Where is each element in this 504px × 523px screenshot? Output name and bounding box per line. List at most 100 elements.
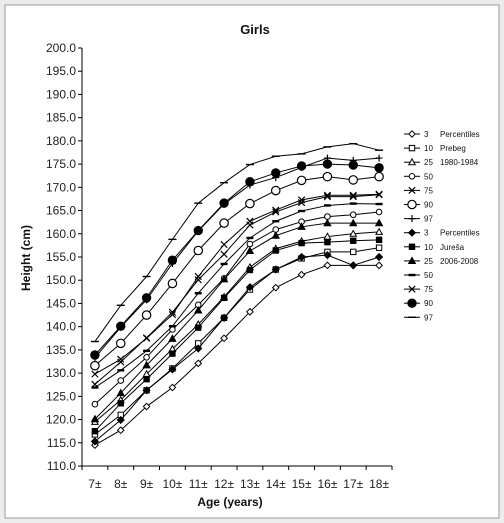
data-point [219, 274, 229, 283]
legend-marker [407, 199, 417, 210]
data-point [246, 240, 254, 248]
data-point [246, 217, 254, 225]
data-point [348, 175, 359, 185]
data-point [246, 266, 254, 274]
data-point [245, 198, 255, 209]
x-tick-label: 11± [189, 477, 208, 491]
legend-marker [407, 256, 417, 264]
series-5 [90, 171, 384, 371]
data-point [219, 198, 229, 208]
series-line [94, 247, 380, 435]
y-tick-label: 155.0 [46, 250, 76, 264]
legend-group-label: 2006-2008 [440, 257, 479, 266]
chart-title: Girls [240, 22, 270, 37]
data-point [91, 400, 99, 408]
data-point [168, 365, 177, 374]
data-point [245, 246, 255, 255]
y-tick-label: 110.0 [47, 459, 76, 473]
series-13 [90, 142, 384, 343]
series-9 [90, 218, 384, 423]
data-point [245, 177, 255, 187]
data-point [349, 191, 357, 199]
legend-item: 97 [404, 215, 433, 224]
data-point [117, 400, 124, 407]
data-point [142, 386, 151, 395]
legend-group-label: Percentiles [440, 130, 480, 139]
legend-item: 75 [404, 285, 433, 294]
legend-marker [408, 144, 416, 152]
data-point [323, 192, 332, 201]
data-point [219, 313, 229, 322]
data-point [322, 159, 333, 169]
legend-group-label: Percentiles [440, 229, 480, 238]
data-point [169, 350, 176, 357]
data-point [272, 247, 279, 254]
data-point [220, 250, 228, 258]
x-tick-label: 15± [292, 477, 312, 491]
series-line [94, 193, 380, 375]
data-point [271, 168, 281, 178]
data-point [141, 293, 152, 303]
legend-marker [407, 157, 417, 166]
data-point [348, 218, 358, 227]
y-tick-label: 180.0 [46, 134, 76, 148]
series-line [94, 264, 380, 446]
legend-label: 50 [424, 271, 433, 280]
legend-item: 25 1980-1984 [404, 157, 479, 167]
y-tick-label: 150.0 [46, 273, 76, 287]
data-point [375, 236, 383, 244]
data-point [116, 388, 126, 397]
legend-item: 3 Percentiles [404, 130, 480, 139]
series-line [94, 222, 380, 420]
data-point [117, 355, 125, 363]
data-point [91, 370, 99, 378]
legend-label: 25 [424, 257, 433, 266]
series-line [94, 231, 380, 423]
legend-label: 90 [424, 201, 433, 210]
data-point [90, 414, 100, 423]
data-point [324, 213, 331, 220]
y-tick-label: 135.0 [46, 343, 76, 357]
y-tick-label: 145.0 [46, 296, 76, 310]
data-point [246, 307, 254, 316]
y-axis-label: Height (cm) [19, 225, 33, 291]
x-tick-label: 18± [369, 477, 389, 491]
data-point [375, 227, 384, 235]
data-point [349, 192, 357, 201]
legend-item: 25 2006-2008 [404, 256, 479, 266]
series-0 [91, 261, 383, 450]
series-line [94, 143, 380, 342]
data-point [194, 276, 202, 284]
y-axis: 110.0 115.0 120.0 125.0 130.0 135.0 140.0 145.0… [46, 41, 83, 473]
y-tick-label: 175.0 [46, 157, 76, 171]
data-point [220, 334, 228, 343]
data-point [194, 359, 203, 368]
series-line [94, 203, 380, 388]
data-point [168, 310, 177, 319]
data-point [143, 375, 150, 383]
legend-marker [407, 228, 417, 237]
y-tick-label: 125.0 [46, 389, 76, 403]
legend-item: 97 [404, 313, 433, 322]
data-point [375, 208, 383, 216]
legend-label: 50 [424, 172, 433, 181]
legend-group-label: 1980-1984 [440, 158, 479, 167]
data-point [375, 190, 383, 198]
data-point [296, 161, 307, 171]
data-point [193, 225, 203, 236]
legend-marker [408, 186, 416, 195]
data-point [116, 321, 126, 331]
legend-item: 90 [404, 298, 433, 308]
x-axis-label: Age (years) [197, 495, 262, 509]
x-tick-label: 7± [88, 477, 102, 491]
data-point [91, 427, 99, 435]
data-point [90, 360, 100, 371]
y-tick-label: 195.0 [46, 64, 76, 78]
data-point [272, 206, 280, 214]
legend-label: 75 [424, 285, 433, 294]
data-point [219, 218, 229, 228]
data-point [375, 244, 383, 251]
data-point [271, 283, 280, 292]
data-point [374, 218, 384, 227]
y-tick-label: 200.0 [46, 41, 76, 55]
